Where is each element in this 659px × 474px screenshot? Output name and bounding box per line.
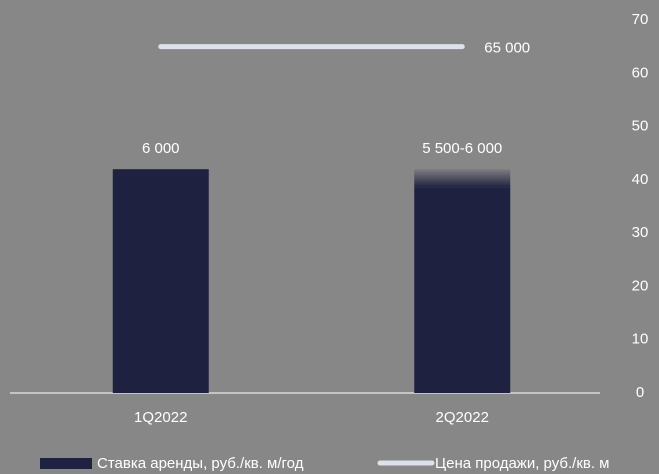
y2-tick-label: 20 (632, 277, 649, 294)
y2-tick-label: 70 (632, 11, 649, 28)
y2-tick-label: 30 (632, 224, 649, 241)
legend-label: Цена продажи, руб./кв. м (435, 455, 610, 472)
data-label: 5 500-6 000 (422, 140, 502, 157)
legend-swatch (40, 458, 92, 469)
data-label: 6 000 (142, 140, 180, 157)
x-tick-label: 1Q2022 (134, 409, 187, 426)
bar (414, 187, 511, 393)
legend-label: Ставка аренды, руб./кв. м/год (97, 455, 304, 472)
bar-range (414, 169, 511, 188)
x-tick-label: 2Q2022 (436, 409, 489, 426)
data-label: 65 000 (484, 40, 530, 57)
y2-tick-label: 10 (632, 331, 649, 348)
y2-tick-label: 0 (636, 384, 644, 401)
bar (112, 169, 209, 393)
y2-tick-label: 50 (632, 118, 649, 135)
y2-tick-label: 60 (632, 64, 649, 81)
y2-tick-label: 40 (632, 171, 649, 188)
